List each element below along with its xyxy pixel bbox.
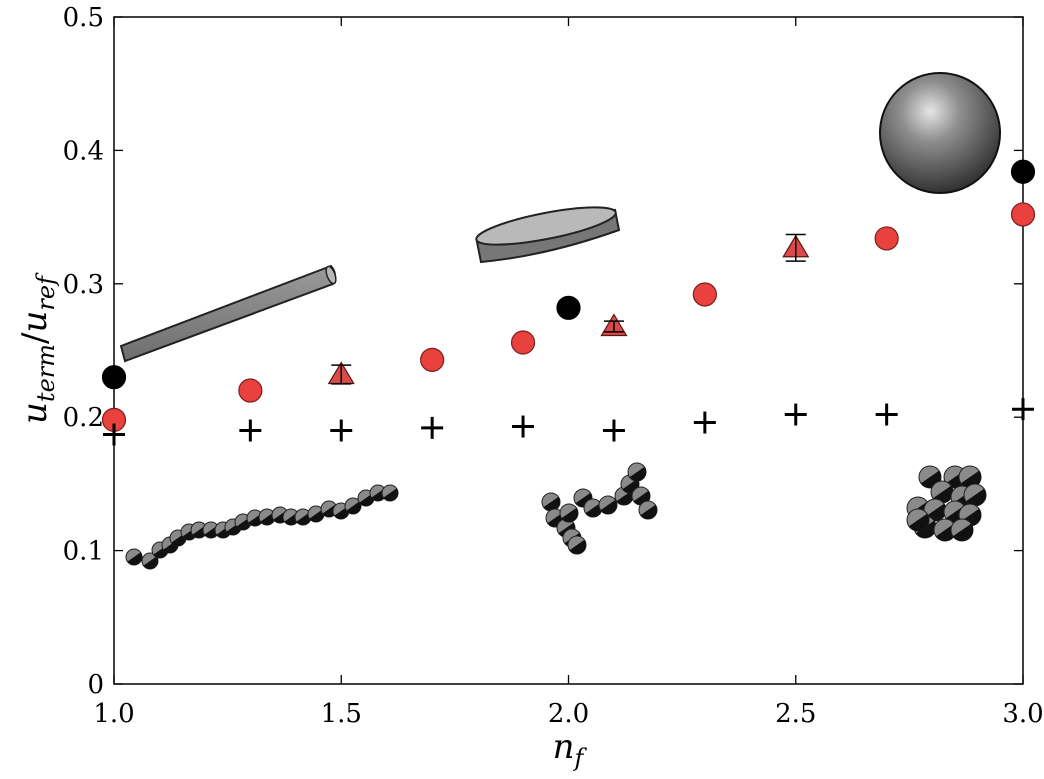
chain-bead: [141, 552, 159, 570]
y-tick-label: 0.3: [63, 270, 104, 300]
chain-bead: [190, 521, 208, 539]
cluster-bead: [906, 508, 930, 532]
chain-illustration: [125, 484, 399, 570]
x-tick-label: 1.5: [321, 699, 362, 729]
plus-point: [1012, 398, 1034, 421]
chain-bead: [381, 484, 399, 502]
black-circle-point: [1010, 159, 1036, 184]
y-tick-label: 0.5: [63, 3, 104, 33]
black-circle-point: [101, 365, 127, 390]
plus-point: [512, 415, 535, 438]
cluster-bead: [923, 498, 947, 522]
red-triangle-point: [600, 313, 628, 337]
cluster-bead: [950, 518, 974, 542]
chain-bead: [344, 497, 362, 515]
plus-point: [421, 416, 444, 439]
black-circle-point: [556, 295, 581, 320]
red-circle-point: [874, 226, 899, 251]
y-tick-labels: 0 0.1 0.2 0.3 0.4 0.5: [63, 3, 104, 700]
x-tick-labels: 1.0 1.5 2.0 2.5 3.0: [93, 699, 1043, 729]
red-circle-point: [1010, 202, 1036, 227]
y-tick-label: 0.2: [63, 403, 104, 433]
plus-point: [103, 423, 125, 446]
y-tick-label: 0.1: [63, 537, 104, 567]
x-tick-label: 2.0: [548, 699, 589, 729]
y-tick-label: 0: [87, 670, 104, 700]
chain-bead: [258, 508, 276, 526]
branch-bead: [541, 492, 561, 512]
x-axis-label: nf: [553, 727, 588, 772]
branch-bead: [583, 498, 603, 518]
plus-point: [239, 419, 262, 442]
data-marks: [101, 159, 1036, 446]
x-tick-label: 2.5: [775, 699, 816, 729]
disk-illustration: [475, 206, 621, 264]
x-tick-label: 3.0: [1002, 699, 1043, 729]
red-circle-point: [420, 347, 445, 372]
red-circle-point: [692, 282, 717, 307]
red-triangle-point: [782, 233, 810, 262]
red-circle-point: [510, 330, 536, 355]
plus-point: [330, 419, 353, 442]
branch-bead: [598, 495, 618, 515]
plus-point: [784, 403, 807, 426]
branch-bead: [638, 500, 658, 520]
compact-cluster-illustration: [906, 465, 987, 542]
branch-bead: [559, 503, 579, 523]
chain-bead: [125, 548, 143, 566]
red-triangle-point: [327, 361, 355, 385]
branch-bead: [627, 462, 647, 482]
branch-bead: [567, 535, 587, 555]
rod-illustration: [119, 264, 337, 363]
branched-aggregate-illustration: [541, 462, 658, 555]
plus-point: [875, 403, 898, 426]
plus-point: [693, 411, 716, 434]
red-circle-point: [238, 378, 263, 403]
chain-bead: [294, 508, 312, 526]
x-tick-label: 1.0: [93, 699, 134, 729]
axis-ticks: [113, 16, 1024, 685]
cluster-bead: [930, 480, 954, 504]
plus-point: [602, 419, 625, 442]
y-axis-label: uterm/uref: [15, 272, 60, 424]
y-tick-label: 0.4: [63, 136, 104, 166]
sphere-illustration: [879, 72, 1001, 194]
chain-bead: [307, 505, 325, 523]
